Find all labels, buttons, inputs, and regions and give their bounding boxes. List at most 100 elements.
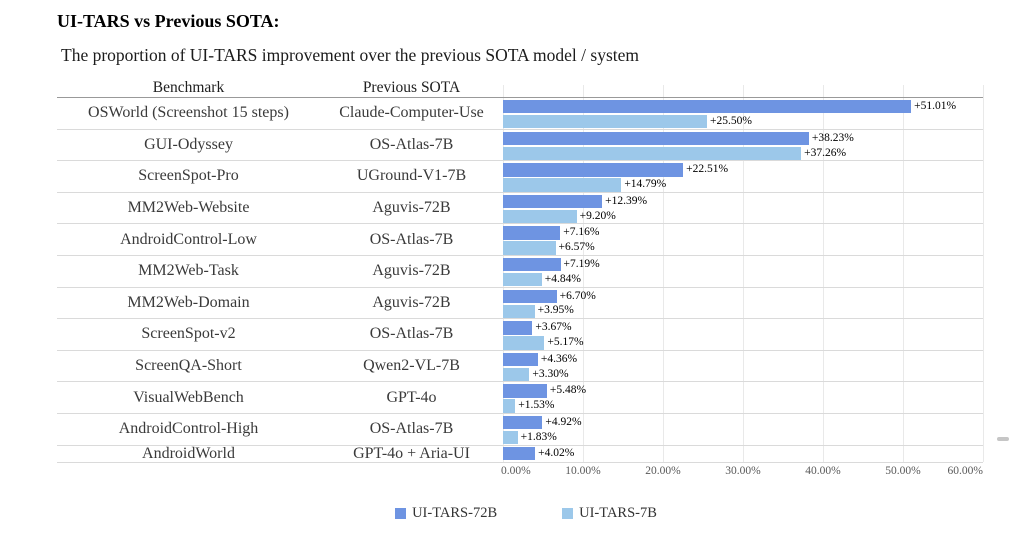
table-row: ScreenSpot-Pro UGround-V1-7B +22.51% +14.…: [57, 161, 983, 193]
bar-line: +7.16%: [503, 226, 983, 240]
previous-sota-label: Aguvis-72B: [372, 293, 451, 311]
bar-value-label: +9.20%: [579, 209, 616, 222]
bar-ui-tars-7b: [503, 430, 518, 445]
benchmark-label: VisualWebBench: [133, 388, 244, 406]
previous-sota-label: OS-Atlas-7B: [369, 325, 454, 343]
table-row: VisualWebBench GPT-4o +5.48% +1.53%: [57, 382, 983, 414]
bar-group: +3.67% +5.17%: [503, 319, 983, 350]
benchmark-label: MM2Web-Domain: [127, 293, 250, 311]
bar-group: +51.01% +25.50%: [503, 98, 983, 129]
bar-value-label: +4.36%: [540, 352, 578, 365]
bar-ui-tars-72b: [503, 163, 684, 177]
bar-group: +4.92% +1.83%: [503, 414, 983, 445]
benchmark-label: GUI-Odyssey: [144, 135, 233, 153]
bar-line: +38.23%: [503, 131, 983, 145]
bar-group: +7.16% +6.57%: [503, 224, 983, 255]
bar-value-label: +7.19%: [563, 257, 600, 270]
bar-value-label: +5.17%: [547, 336, 584, 349]
benchmark-label: MM2Web-Task: [138, 262, 239, 280]
bar-ui-tars-7b: [503, 399, 516, 413]
benchmark-label: AndroidWorld: [142, 444, 235, 462]
benchmark-label: ScreenSpot-v2: [141, 325, 236, 343]
bar-line: +4.02%: [503, 447, 983, 461]
bar-ui-tars-7b: [503, 336, 545, 350]
legend: UI-TARS-72B UI-TARS-7B: [0, 505, 1010, 522]
bar-group: +4.02%: [503, 446, 983, 462]
legend-label: UI-TARS-7B: [579, 505, 657, 521]
bar-ui-tars-72b: [503, 131, 809, 145]
bar-line: +6.57%: [503, 241, 983, 255]
bar-group: +22.51% +14.79%: [503, 161, 983, 192]
bar-line: +4.84%: [503, 272, 983, 287]
benchmark-label: MM2Web-Website: [127, 199, 250, 217]
bar-value-label: +1.53%: [518, 399, 555, 412]
bar-value-label: +3.30%: [532, 367, 569, 380]
previous-sota-label: OS-Atlas-7B: [369, 135, 454, 153]
bar-value-label: +22.51%: [686, 163, 729, 176]
x-tick-label: 0.00%: [501, 465, 531, 477]
table-row: ScreenQA-Short Qwen2-VL-7B +4.36% +3.30%: [57, 351, 983, 383]
bar-value-label: +3.95%: [537, 304, 574, 317]
bar-ui-tars-72b: [503, 415, 543, 430]
x-tick-label: 10.00%: [565, 465, 601, 477]
x-tick-label: 60.00%: [947, 465, 983, 477]
legend-label: UI-TARS-72B: [412, 505, 498, 521]
bar-line: +12.39%: [503, 194, 983, 209]
table-row: ScreenSpot-v2 OS-Atlas-7B +3.67% +5.17%: [57, 319, 983, 351]
bar-value-label: +38.23%: [811, 131, 854, 144]
bar-line: +51.01%: [503, 99, 983, 114]
previous-sota-label: OS-Atlas-7B: [369, 230, 454, 248]
bar-ui-tars-7b: [503, 367, 530, 382]
bar-value-label: +6.57%: [558, 241, 595, 254]
bar-group: +5.48% +1.53%: [503, 382, 983, 413]
bar-ui-tars-7b: [503, 272, 542, 287]
previous-sota-label: Claude-Computer-Use: [339, 104, 484, 122]
x-tick-label: 20.00%: [645, 465, 681, 477]
table-row: AndroidWorld GPT-4o + Aria-UI +4.02%: [57, 444, 983, 463]
bar-ui-tars-72b: [503, 226, 561, 240]
chart-subtitle: The proportion of UI-TARS improvement ov…: [61, 45, 640, 65]
x-tick-label: 50.00%: [885, 465, 921, 477]
benchmark-label: ScreenSpot-Pro: [138, 167, 239, 185]
bar-line: +4.92%: [503, 415, 983, 430]
bar-value-label: +25.50%: [710, 114, 752, 127]
x-axis: 0.00% 10.00% 20.00% 30.00% 40.00% 50.00% 60.00…: [501, 465, 983, 481]
bar-ui-tars-7b: [503, 304, 535, 318]
bar-line: +5.17%: [503, 336, 983, 350]
bar-value-label: +37.26%: [804, 146, 847, 159]
bar-value-label: +1.83%: [520, 430, 557, 443]
bar-line: +4.36%: [503, 352, 983, 367]
legend-item-ui-tars-72b: UI-TARS-72B: [395, 505, 497, 522]
benchmark-column-header: Benchmark: [152, 79, 225, 96]
table-rows: OSWorld (Screenshot 15 steps) Claude-Com…: [57, 97, 983, 463]
bar-value-label: +3.67%: [535, 321, 572, 334]
chart-title: UI-TARS vs Previous SOTA:: [57, 11, 280, 31]
x-tick-label: 30.00%: [725, 465, 761, 477]
bar-ui-tars-72b: [503, 257, 561, 272]
bar-ui-tars-7b: [503, 209, 577, 224]
bar-line: +3.67%: [503, 321, 983, 335]
table-row: OSWorld (Screenshot 15 steps) Claude-Com…: [57, 98, 983, 130]
bar-value-label: +51.01%: [914, 99, 957, 112]
previous-sota-label: Qwen2-VL-7B: [363, 357, 460, 375]
bar-ui-tars-72b: [503, 321, 533, 335]
bar-line: +5.48%: [503, 384, 983, 398]
bar-ui-tars-72b: [503, 447, 536, 461]
bar-ui-tars-7b: [503, 178, 622, 192]
bar-value-label: +4.84%: [544, 272, 581, 285]
bar-line: +1.53%: [503, 399, 983, 413]
bar-value-label: +4.92%: [545, 415, 582, 428]
bar-line: +25.50%: [503, 114, 983, 129]
bar-group: +38.23% +37.26%: [503, 130, 983, 161]
bar-ui-tars-72b: [503, 384, 547, 398]
bar-line: +3.95%: [503, 304, 983, 318]
bar-group: +12.39% +9.20%: [503, 193, 983, 224]
bar-line: +1.83%: [503, 430, 983, 445]
bar-line: +6.70%: [503, 289, 983, 303]
previous-sota-label: GPT-4o: [386, 388, 437, 406]
bar-line: +9.20%: [503, 209, 983, 224]
table-row: AndroidControl-High OS-Atlas-7B +4.92% +1…: [57, 414, 983, 446]
bar-ui-tars-72b: [503, 194, 603, 209]
table-row: MM2Web-Task Aguvis-72B +7.19% +4.84%: [57, 256, 983, 288]
